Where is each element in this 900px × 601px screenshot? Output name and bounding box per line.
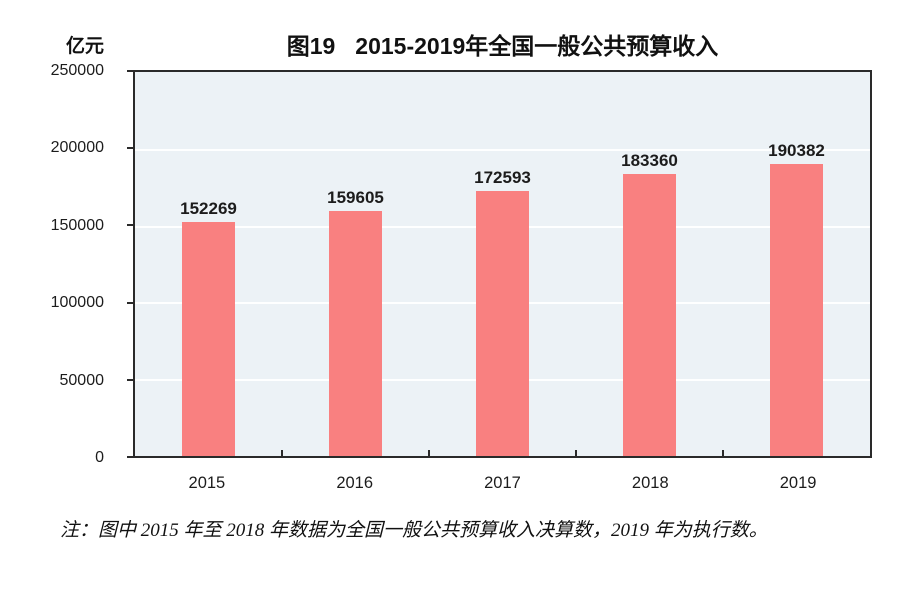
bar-2018 bbox=[623, 174, 676, 456]
x-axis-label-2019: 2019 bbox=[779, 474, 817, 492]
x-axis-tick bbox=[281, 450, 283, 456]
y-axis-label-200000: 200000 bbox=[50, 139, 104, 156]
x-axis-tick bbox=[428, 450, 430, 456]
x-axis-label-2016: 2016 bbox=[336, 474, 374, 492]
chart-title-text: 2015-2019年全国一般公共预算收入 bbox=[355, 33, 719, 59]
x-axis-tick-labels: 2015 2016 2017 2018 2019 bbox=[133, 474, 872, 493]
bar-value-label-2018: 183360 bbox=[621, 151, 678, 171]
y-axis-tick bbox=[127, 302, 133, 304]
x-axis-label-2017: 2017 bbox=[484, 474, 521, 492]
y-axis-tick bbox=[127, 70, 133, 72]
bar-2016 bbox=[329, 210, 382, 456]
bar-2015 bbox=[182, 222, 235, 456]
bar-value-label-2016: 159605 bbox=[327, 187, 384, 207]
footnote: 注：图中 2015 年至 2018 年数据为全国一般公共预算收入决算数，2019… bbox=[60, 520, 768, 541]
bar-2017 bbox=[476, 190, 529, 456]
plot-area: 152269 159605 172593 183360 190382 bbox=[133, 70, 872, 458]
y-axis-tick bbox=[127, 456, 133, 458]
y-axis-tick-labels: 250000 200000 150000 100000 50000 0 bbox=[0, 0, 104, 601]
bar-group-2015: 152269 bbox=[135, 72, 282, 456]
y-axis-label-250000: 250000 bbox=[50, 62, 104, 79]
bar-group-2017: 172593 bbox=[429, 72, 576, 456]
x-axis-label-2015: 2015 bbox=[188, 474, 226, 492]
bar-group-2016: 159605 bbox=[282, 72, 429, 456]
bar-group-2018: 183360 bbox=[576, 72, 723, 456]
bar-value-label-2017: 172593 bbox=[474, 167, 531, 187]
bars-container: 152269 159605 172593 183360 190382 bbox=[135, 72, 870, 456]
x-axis-label-2018: 2018 bbox=[631, 474, 669, 492]
x-axis-tick bbox=[575, 450, 577, 456]
bar-value-label-2019: 190382 bbox=[768, 140, 825, 160]
bar-value-label-2015: 152269 bbox=[180, 199, 237, 219]
bar-group-2019: 190382 bbox=[723, 72, 870, 456]
y-axis-label-50000: 50000 bbox=[59, 372, 105, 389]
chart-title-number: 图19 bbox=[286, 33, 336, 59]
y-axis-tick bbox=[127, 224, 133, 226]
y-axis-label-0: 0 bbox=[95, 449, 104, 466]
y-axis-label-150000: 150000 bbox=[50, 217, 104, 234]
chart-title: 图19 2015-2019年全国一般公共预算收入 bbox=[133, 27, 872, 61]
y-axis-label-100000: 100000 bbox=[50, 294, 104, 311]
y-axis-unit-label: 亿元 bbox=[65, 36, 104, 57]
bar-2019 bbox=[770, 163, 823, 456]
x-axis-tick bbox=[722, 450, 724, 456]
y-axis-tick bbox=[127, 147, 133, 149]
gridline bbox=[135, 148, 870, 151]
y-axis-tick bbox=[127, 379, 133, 381]
